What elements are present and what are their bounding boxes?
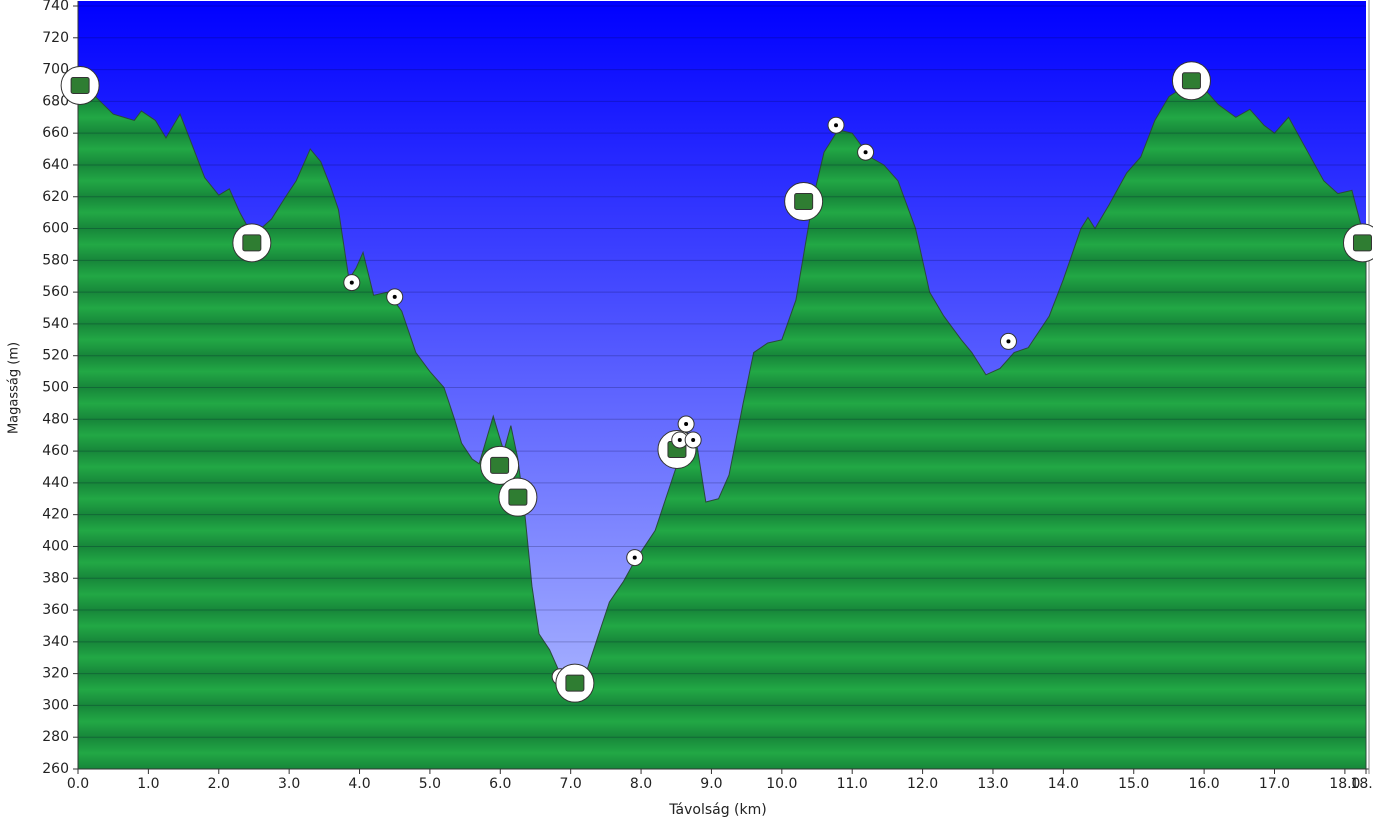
x-tick-label: 18.0 xyxy=(1329,776,1360,792)
y-tick-label: 640 xyxy=(42,157,69,173)
waypoint-dot xyxy=(863,150,868,155)
waypoint-icon xyxy=(242,234,262,252)
elevation-area xyxy=(77,84,1367,770)
y-tick-label: 380 xyxy=(42,570,69,586)
waypoint-icon xyxy=(508,488,528,506)
waypoint-icon xyxy=(1181,72,1201,90)
waypoint-icon xyxy=(490,456,510,474)
x-tick-label: 16.0 xyxy=(1189,776,1220,792)
waypoint-dot xyxy=(834,123,839,128)
y-tick-label: 280 xyxy=(42,729,69,745)
x-tick-label: 18.3 xyxy=(1350,776,1373,792)
waypoint-icon xyxy=(794,193,814,211)
y-tick-label: 460 xyxy=(42,443,69,459)
y-tick-label: 300 xyxy=(42,697,69,713)
y-tick-label: 560 xyxy=(42,284,69,300)
x-tick-label: 9.0 xyxy=(700,776,722,792)
y-tick-label: 700 xyxy=(42,62,69,78)
x-tick-label: 15.0 xyxy=(1118,776,1149,792)
y-tick-label: 340 xyxy=(42,634,69,650)
x-tick-label: 2.0 xyxy=(208,776,230,792)
x-tick-label: 8.0 xyxy=(630,776,652,792)
waypoint-dot xyxy=(1006,339,1011,344)
y-tick-label: 520 xyxy=(42,348,69,364)
y-tick-label: 420 xyxy=(42,507,69,523)
y-tick-label: 720 xyxy=(42,30,69,46)
y-tick-label: 740 xyxy=(42,0,69,14)
x-tick-label: 1.0 xyxy=(137,776,159,792)
y-tick-label: 680 xyxy=(42,93,69,109)
waypoint-dot xyxy=(691,437,696,442)
x-axis-label: Távolság (km) xyxy=(668,802,766,818)
waypoint-dot xyxy=(632,555,637,560)
y-tick-label: 400 xyxy=(42,538,69,554)
waypoint-dot xyxy=(677,437,682,442)
x-tick-label: 11.0 xyxy=(837,776,868,792)
y-tick-label: 620 xyxy=(42,189,69,205)
y-tick-label: 500 xyxy=(42,380,69,396)
x-tick-label: 10.0 xyxy=(766,776,797,792)
x-tick-label: 4.0 xyxy=(348,776,370,792)
waypoint-icon xyxy=(70,76,90,94)
x-tick-label: 3.0 xyxy=(278,776,300,792)
y-tick-label: 480 xyxy=(42,411,69,427)
y-tick-label: 540 xyxy=(42,316,69,332)
y-tick-label: 440 xyxy=(42,475,69,491)
y-axis-label: Magasság (m) xyxy=(7,342,22,434)
waypoint-dot xyxy=(392,294,397,299)
x-tick-label: 0.0 xyxy=(67,776,89,792)
x-tick-label: 13.0 xyxy=(977,776,1008,792)
x-tick-label: 17.0 xyxy=(1259,776,1290,792)
y-tick-label: 320 xyxy=(42,666,69,682)
y-tick-label: 580 xyxy=(42,252,69,268)
x-tick-label: 14.0 xyxy=(1048,776,1079,792)
x-tick-label: 7.0 xyxy=(560,776,582,792)
waypoint-dot xyxy=(349,280,354,285)
waypoint-icon xyxy=(565,674,585,692)
x-tick-label: 6.0 xyxy=(489,776,511,792)
waypoint-dot xyxy=(684,422,689,427)
y-tick-label: 600 xyxy=(42,221,69,237)
y-tick-label: 360 xyxy=(42,602,69,618)
waypoint-icon xyxy=(1352,234,1372,252)
x-tick-label: 12.0 xyxy=(907,776,938,792)
y-tick-label: 260 xyxy=(42,761,69,777)
x-tick-label: 5.0 xyxy=(419,776,441,792)
y-tick-label: 660 xyxy=(42,125,69,141)
